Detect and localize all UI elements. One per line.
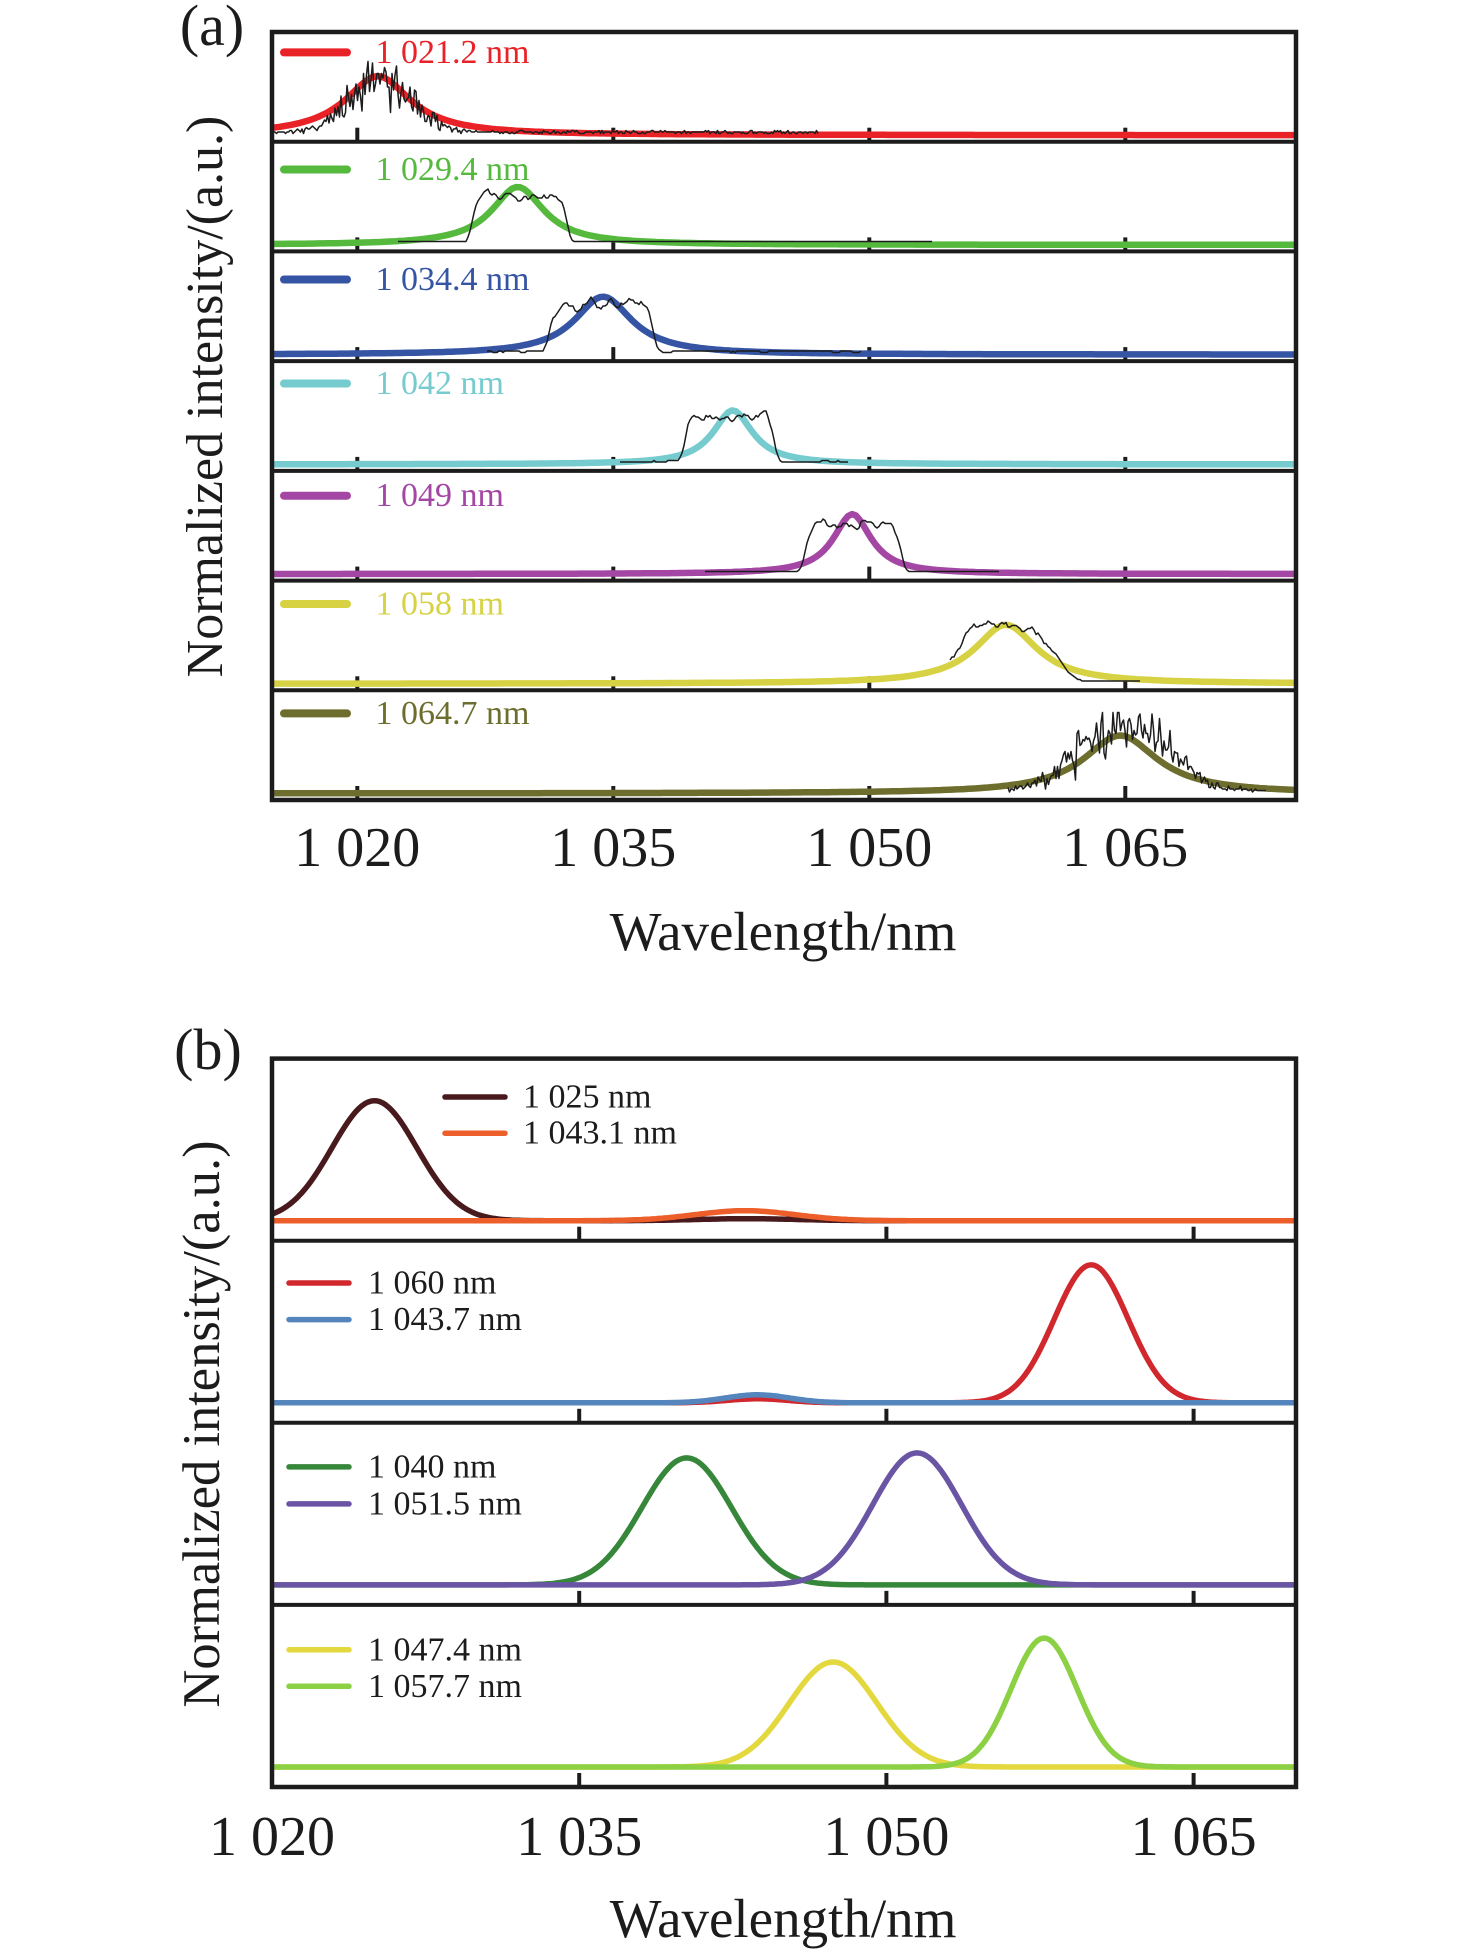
svg-text:1 035: 1 035 xyxy=(550,817,676,879)
svg-text:1 034.4 nm: 1 034.4 nm xyxy=(376,261,530,298)
svg-text:1 025 nm: 1 025 nm xyxy=(523,1079,651,1116)
svg-text:(b): (b) xyxy=(174,1017,242,1082)
svg-text:Wavelength/nm: Wavelength/nm xyxy=(610,901,957,962)
svg-text:1 050: 1 050 xyxy=(823,1806,949,1868)
svg-text:1 065: 1 065 xyxy=(1062,817,1188,879)
svg-text:1 042 nm: 1 042 nm xyxy=(376,365,504,402)
svg-text:1 043.1 nm: 1 043.1 nm xyxy=(523,1115,677,1152)
svg-text:Normalized intensity/(a.u.): Normalized intensity/(a.u.) xyxy=(177,116,234,678)
svg-text:1 049 nm: 1 049 nm xyxy=(376,477,504,514)
svg-text:1 057.7 nm: 1 057.7 nm xyxy=(368,1668,522,1705)
svg-text:1 029.4 nm: 1 029.4 nm xyxy=(376,151,530,188)
svg-text:1 021.2 nm: 1 021.2 nm xyxy=(376,34,530,71)
svg-text:1 040 nm: 1 040 nm xyxy=(368,1448,496,1485)
svg-text:1 060 nm: 1 060 nm xyxy=(368,1265,496,1302)
svg-text:1 050: 1 050 xyxy=(806,817,932,879)
svg-text:1 047.4 nm: 1 047.4 nm xyxy=(368,1631,522,1668)
svg-text:1 043.7 nm: 1 043.7 nm xyxy=(368,1301,522,1338)
svg-text:1 064.7 nm: 1 064.7 nm xyxy=(376,695,530,732)
svg-text:Normalized intensity/(a.u.): Normalized intensity/(a.u.) xyxy=(173,1140,231,1707)
svg-text:(a): (a) xyxy=(180,0,244,58)
svg-text:1 020: 1 020 xyxy=(209,1806,335,1868)
svg-text:1 065: 1 065 xyxy=(1131,1806,1257,1868)
svg-text:1 035: 1 035 xyxy=(516,1806,642,1868)
svg-text:Wavelength/nm: Wavelength/nm xyxy=(610,1888,957,1949)
svg-text:1 020: 1 020 xyxy=(294,817,420,879)
svg-text:1 051.5 nm: 1 051.5 nm xyxy=(368,1485,522,1522)
svg-text:1 058 nm: 1 058 nm xyxy=(376,586,504,623)
